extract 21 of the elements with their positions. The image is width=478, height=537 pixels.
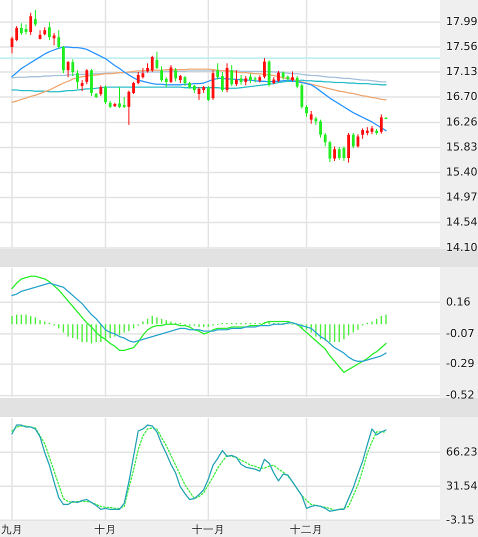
- y-tick-label: 17.13: [446, 65, 478, 78]
- y-tick-label: 14.10: [446, 241, 478, 254]
- y-tick-label: 14.54: [446, 215, 478, 228]
- x-tick-label: 十一月: [192, 522, 225, 536]
- y-tick-label: 31.54: [446, 479, 478, 492]
- y-tick-label: 17.99: [446, 15, 478, 28]
- y-tick-label: -0.29: [446, 357, 474, 370]
- y-tick-label: 17.56: [446, 40, 478, 54]
- y-tick-label: 15.83: [446, 140, 478, 154]
- y-tick-label: 14.97: [446, 190, 478, 204]
- x-tick-label: 九月: [1, 522, 23, 536]
- y-tick-label: -0.07: [446, 326, 474, 340]
- y-tick-label: 66.23: [446, 445, 478, 458]
- y-tick-label: -3.15: [446, 513, 474, 526]
- y-tick-label: 16.26: [446, 116, 478, 129]
- y-tick-label: -0.52: [446, 388, 474, 402]
- x-tick-label: 十月: [94, 522, 116, 536]
- x-tick-label: 十二月: [290, 522, 324, 536]
- y-tick-label: 15.40: [446, 165, 478, 179]
- y-tick-label: 16.70: [446, 90, 478, 104]
- y-tick-label: 0.16: [446, 295, 470, 308]
